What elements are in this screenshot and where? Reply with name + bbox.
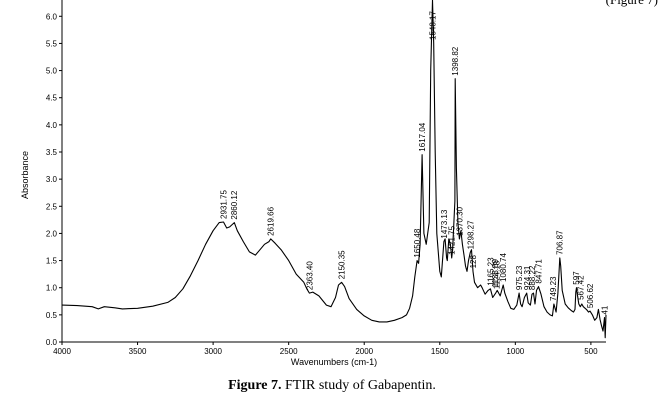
peak-label: 506.62 <box>586 283 595 308</box>
x-tick-label: 3000 <box>204 347 222 356</box>
peak-label: 567.42 <box>577 275 586 300</box>
peak-label: 1650.48 <box>413 228 422 257</box>
x-tick-label: 1000 <box>506 347 524 356</box>
peak-label: 1617.04 <box>418 122 427 151</box>
ftir-chart: 0.0 0.5 1.0 1.5 2.0 2.5 3.0 3.5 4.0 4.5 5.0 5.5 6.0 4… <box>20 0 610 367</box>
x-tick-label: 2000 <box>355 347 373 356</box>
peak-label: 1124.18 <box>493 260 502 289</box>
peak-label: 2363.40 <box>305 261 314 290</box>
y-tick-label: 3.5 <box>46 148 58 157</box>
y-tick-label: 2.0 <box>46 229 58 238</box>
y-axis-label: Absorbance <box>20 151 30 199</box>
y-tick-label: 1.5 <box>46 257 58 266</box>
peak-label: 1080.74 <box>499 253 508 282</box>
y-tick-label: 2.5 <box>46 202 58 211</box>
peak-label: 2619.66 <box>267 206 276 235</box>
series <box>61 0 607 339</box>
peak-label: 1548.17 <box>429 11 438 40</box>
figure-caption: Figure 7. FTIR study of Gabapentin. <box>0 378 664 394</box>
y-tick-label: 1.0 <box>46 284 58 293</box>
peak-label: 1133.89 <box>491 259 500 288</box>
peak-label: 847.71 <box>534 259 543 284</box>
x-tick-label: 2500 <box>280 347 298 356</box>
peak-label: 1370.30 <box>455 206 464 235</box>
x-tick-label: 4000 <box>53 347 71 356</box>
peak-label: 2860.12 <box>230 190 239 219</box>
y-tick-label: 0.5 <box>46 311 58 320</box>
peak-label: 128 <box>469 255 478 269</box>
peak-label: 2931.75 <box>219 190 228 219</box>
peak-label: 1398.82 <box>451 46 460 75</box>
y-tick-label: 5.5 <box>46 39 58 48</box>
y-tick-label: 5.0 <box>46 67 58 76</box>
x-tick-label: 1500 <box>431 347 449 356</box>
figure-caption-label: Figure 7. <box>228 378 282 393</box>
x-tick-label: 500 <box>584 347 598 356</box>
peak-label: 888.22 <box>528 265 537 290</box>
peak-label: 924.31 <box>523 265 532 290</box>
y-tick-label: 4.0 <box>46 121 58 130</box>
peak-label: 1298.27 <box>466 220 475 249</box>
caption-fragment: (Figure 7) <box>606 0 658 8</box>
y-tick-label: 0.0 <box>46 338 58 347</box>
peak-label: 2150.35 <box>338 250 347 279</box>
figure-caption-text: FTIR study of Gabapentin. <box>285 378 436 393</box>
peak-label: 597 <box>572 271 581 285</box>
spectrum-line <box>61 0 607 339</box>
peak-label: 749.23 <box>549 276 558 301</box>
y-tick-label: 3.0 <box>46 175 58 184</box>
ticks: 0.0 0.5 1.0 1.5 2.0 2.5 3.0 3.5 4.0 4.5 5.0 5.5 6.0 4… <box>46 12 598 356</box>
peak-label: 706.87 <box>556 230 565 255</box>
y-tick-label: 4.5 <box>46 94 58 103</box>
peak-labels: 2931.75 2860.12 2619.66 2363.40 2150.35 1650.… <box>219 11 609 315</box>
peak-label: 1473.13 <box>440 209 449 238</box>
x-tick-label: 3500 <box>129 347 147 356</box>
peak-label: 1165.23 <box>486 257 495 286</box>
y-tick-label: 6.0 <box>46 12 58 21</box>
peak-label: 1421.75 <box>448 225 457 254</box>
peak-label: 975.23 <box>515 265 524 290</box>
x-axis-label: Wavenumbers (cm-1) <box>291 357 377 367</box>
peak-label: 41 <box>601 305 610 314</box>
